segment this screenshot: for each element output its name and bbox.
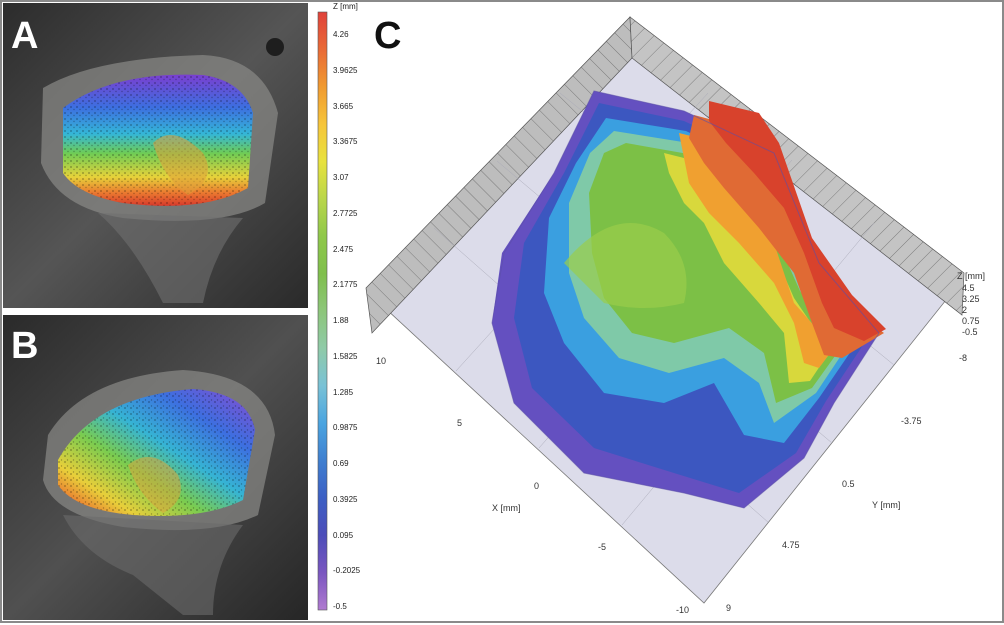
x-axis-label: X [mm]: [492, 503, 521, 513]
colorbar-tick-label: 1.5825: [333, 351, 358, 361]
colorbar-title: Z [mm]: [333, 2, 358, 11]
colorbar-tick-label: 4.26: [333, 30, 349, 39]
colorbar-tick-label: 0.69: [333, 459, 349, 468]
surface-band-yellow: [664, 153, 830, 383]
colorbar-tick-label: 0.9875: [333, 423, 358, 433]
x-tick-2: 0: [534, 481, 539, 491]
colorbar-tick-label: 3.3675: [333, 137, 358, 147]
colorbar-tick-label: 2.1775: [333, 280, 358, 290]
z-axis: Z [mm] 4.5 3.25 2 0.75 -0.5: [957, 271, 985, 337]
z-axis-label: Z [mm]: [957, 271, 985, 281]
y-tick-3: 4.75: [782, 540, 800, 550]
panel-b-photo: B: [3, 315, 308, 620]
x-tick-4: -10: [676, 605, 689, 615]
z-tick-1: 3.25: [962, 294, 980, 304]
z-tick-3: 0.75: [962, 316, 980, 326]
colorbar: Z [mm] 4.26 3.9625 3.665 3.3675 3.07 2.7725 2.…: [312, 0, 374, 623]
colorbar-tick-label: -0.5: [333, 602, 347, 611]
panel-b-label: B: [11, 325, 39, 367]
panel-a-photo: A: [3, 3, 308, 308]
y-tick-1: -3.75: [901, 416, 922, 426]
x-tick-0: 10: [376, 356, 386, 366]
colorbar-scale: [317, 11, 328, 611]
y-tick-4: 9: [726, 603, 731, 613]
colorbar-tick-label: 2.475: [333, 244, 354, 254]
panel-c-svg: 10 5 0 X [mm] -5 -10 -8 -3.75 0.5 Y [mm]…: [365, 16, 985, 615]
panel-a-hotspot: [153, 135, 208, 195]
panel-b-hotspot: [128, 457, 181, 513]
panel-a-label: A: [11, 15, 39, 57]
x-tick-3: -5: [598, 542, 606, 552]
colorbar-tick-label: -0.2025: [333, 566, 361, 576]
surface-band-orange: [679, 133, 834, 368]
panel-b-leaflet: [63, 515, 243, 615]
y-tick-0: -8: [959, 353, 967, 363]
surface-band-green: [589, 143, 840, 403]
surface-outline: [491, 90, 880, 509]
surface-band-red: [709, 101, 886, 341]
panel-a-marker: [266, 38, 284, 56]
surface-3d: [491, 90, 886, 509]
x-tick-1: 5: [457, 418, 462, 428]
colorbar-tick-label: 3.07: [333, 173, 349, 182]
colorbar-tick-label: 0.3925: [333, 494, 358, 504]
panel-b-image: [3, 315, 308, 620]
colorbar-tick-label: 2.7725: [333, 208, 358, 218]
panel-a-leaflet: [98, 213, 243, 303]
z-tick-4: -0.5: [962, 327, 978, 337]
panel-c-label: C: [374, 15, 402, 57]
surface-green-lobe: [564, 223, 687, 308]
colorbar-tick-label: 1.88: [333, 316, 349, 325]
colorbar-tick-label: 3.9625: [333, 65, 358, 75]
x-axis: 10 5 0 X [mm] -5 -10: [376, 356, 689, 615]
colorbar-tick-label: 1.285: [333, 387, 354, 397]
plot-wall-left-grid: [366, 17, 632, 333]
plot-wall-right-grid: [630, 17, 964, 315]
y-tick-2: 0.5: [842, 479, 855, 489]
panel-b-speckle: [58, 389, 255, 516]
z-tick-0: 4.5: [962, 283, 975, 293]
z-tick-2: 2: [962, 305, 967, 315]
y-axis-label: Y [mm]: [872, 500, 900, 510]
y-axis: -8 -3.75 0.5 Y [mm] 4.75 9: [726, 353, 967, 613]
colorbar-tick-label: 3.665: [333, 101, 354, 111]
colorbar-tick-label: 0.095: [333, 530, 354, 540]
colorbar-gradient: [317, 11, 328, 611]
panel-a-image: [3, 3, 308, 308]
panel-c-3d-plot: 10 5 0 X [mm] -5 -10 -8 -3.75 0.5 Y [mm]…: [364, 3, 1000, 620]
